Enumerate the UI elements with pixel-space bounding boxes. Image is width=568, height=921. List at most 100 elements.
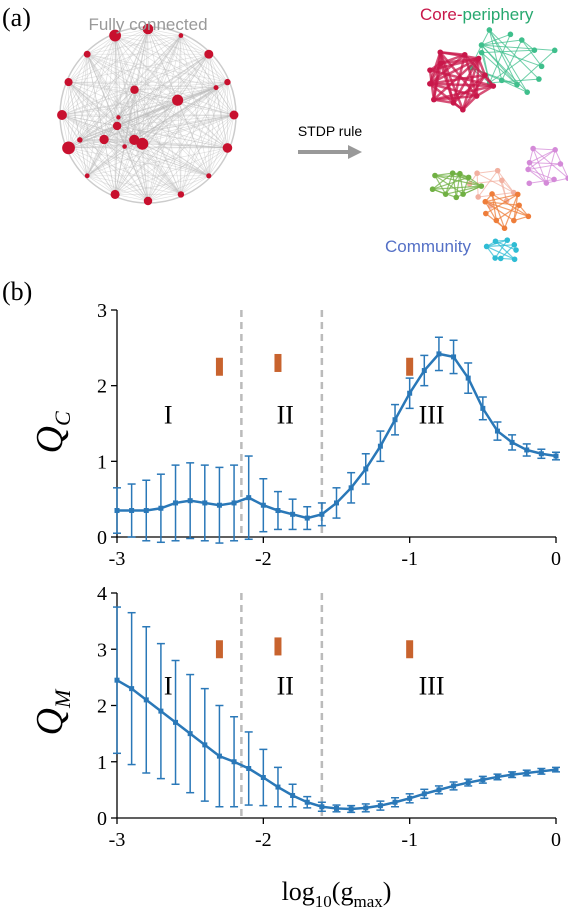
data-point — [349, 485, 354, 490]
network-node — [536, 76, 542, 82]
marker — [406, 640, 413, 658]
data-point — [378, 444, 383, 449]
label-part: M — [50, 688, 75, 709]
data-point — [319, 804, 324, 809]
data-point — [246, 495, 251, 500]
x-tick-label: -2 — [255, 829, 272, 851]
network-node — [515, 192, 521, 198]
panel-label: (a) — [2, 3, 31, 32]
network-edge — [496, 205, 519, 220]
network-node — [453, 195, 459, 201]
network-node — [539, 64, 545, 70]
network-node — [504, 237, 510, 243]
network-node — [113, 122, 121, 130]
data-point — [451, 783, 456, 788]
network-node — [487, 27, 493, 33]
network-node — [460, 191, 466, 197]
network-node — [479, 42, 485, 48]
data-point — [436, 351, 441, 356]
network-node — [482, 72, 488, 78]
network-node — [462, 52, 468, 58]
data-point — [363, 466, 368, 471]
network-node — [460, 107, 466, 113]
data-point — [275, 785, 280, 790]
data-point — [480, 777, 485, 782]
data-point — [290, 793, 295, 798]
network-node — [526, 180, 532, 186]
network-edge — [482, 45, 555, 50]
x-tick-label: -1 — [401, 548, 418, 570]
network-node — [526, 214, 532, 220]
label-part: Q — [29, 708, 71, 735]
network-node — [512, 256, 518, 262]
network-node — [491, 83, 497, 89]
network-node — [508, 32, 514, 38]
network-node — [552, 48, 558, 54]
data-point — [422, 791, 427, 796]
data-point — [202, 742, 207, 747]
data-point — [554, 454, 559, 459]
y-tick-label: 1 — [97, 752, 107, 774]
network-node — [532, 47, 538, 53]
label-part: max — [353, 892, 383, 911]
network-node — [516, 202, 522, 208]
network-node — [484, 244, 490, 250]
network-node — [204, 50, 213, 59]
data-point — [480, 406, 485, 411]
network-node — [111, 190, 120, 199]
data-point — [393, 417, 398, 422]
network-node — [437, 49, 443, 55]
data-point — [217, 754, 222, 759]
network-node — [129, 135, 139, 145]
network-node — [57, 110, 67, 120]
data-point — [129, 686, 134, 691]
network-node — [513, 247, 519, 253]
network-node — [122, 144, 127, 149]
network-node — [527, 160, 533, 166]
y-tick-label: 2 — [97, 376, 107, 398]
data-point — [451, 354, 456, 359]
region-label: II — [277, 401, 294, 430]
network-node — [457, 171, 463, 177]
network-node — [519, 37, 525, 43]
network-title: Community — [385, 237, 471, 256]
network-node — [178, 191, 184, 197]
x-tick-label: -2 — [255, 548, 272, 570]
network-node — [64, 78, 72, 86]
network-node — [99, 135, 108, 144]
network-edge — [482, 50, 535, 52]
data-point — [129, 508, 134, 513]
network-node — [525, 167, 531, 173]
data-point — [393, 800, 398, 805]
marker — [216, 640, 223, 658]
data-point — [173, 500, 178, 505]
label-part: 10 — [315, 892, 332, 911]
network-node — [499, 178, 505, 184]
network-node — [479, 50, 485, 56]
network-node — [493, 218, 499, 224]
data-point — [363, 805, 368, 810]
network-node — [224, 79, 230, 85]
arrow-label: STDP rule — [298, 123, 363, 139]
data-point — [246, 766, 251, 771]
y-tick-label: 1 — [97, 451, 107, 473]
y-tick-label: 0 — [97, 527, 107, 549]
title-part: periphery — [463, 5, 534, 24]
y-tick-label: 0 — [97, 808, 107, 830]
network-node — [489, 191, 495, 197]
network-node — [77, 137, 83, 143]
data-point — [188, 731, 193, 736]
data-point — [378, 803, 383, 808]
network-node — [498, 256, 504, 262]
data-point — [261, 503, 266, 508]
x-tick-label: -3 — [109, 548, 126, 570]
network-edge — [533, 149, 555, 150]
data-point — [539, 451, 544, 456]
network-node — [214, 85, 219, 90]
network-node — [144, 197, 152, 205]
data-point — [232, 759, 237, 764]
y-axis-label: QC — [29, 411, 75, 453]
network-node — [558, 161, 564, 167]
network-node — [230, 111, 239, 120]
data-point — [173, 720, 178, 725]
